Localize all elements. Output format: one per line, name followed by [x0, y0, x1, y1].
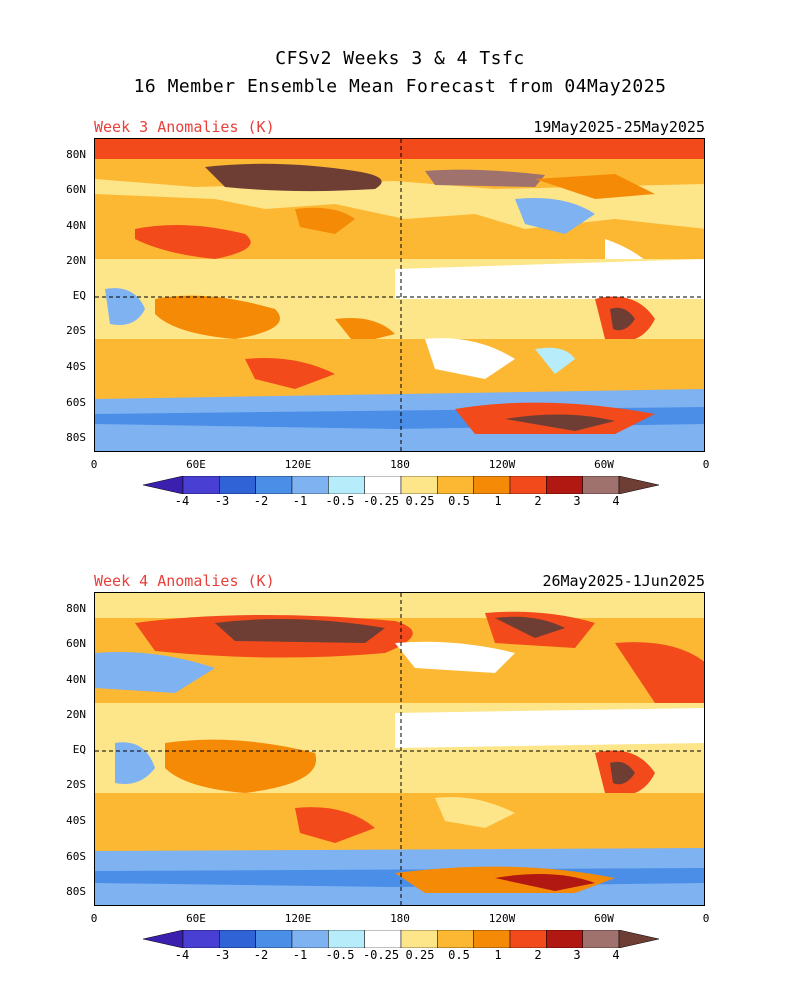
colorbar-swatch [437, 930, 474, 948]
colorbar-tick-label: -2 [253, 494, 269, 508]
week3-map [94, 138, 705, 452]
y-tick-label: 40N [66, 673, 86, 686]
x-tick-label: 120E [284, 458, 312, 471]
colorbar-tick-label: -0.25 [362, 494, 400, 508]
colorbar-swatch [328, 476, 365, 494]
x-tick-label: 0 [702, 912, 710, 925]
colorbar-tick-label: -0.5 [325, 948, 355, 962]
colorbar-tick-label: 4 [612, 494, 620, 508]
colorbar-swatch [182, 930, 220, 948]
x-tick-label: 0 [90, 458, 98, 471]
y-tick-label: 80S [66, 885, 86, 898]
colorbar-swatch [364, 476, 402, 494]
x-tick-label: 120W [488, 458, 516, 471]
colorbar-over-arrow [618, 930, 659, 948]
colorbar-swatch [400, 476, 438, 494]
colorbar-tick-label: 2 [534, 948, 542, 962]
colorbar-swatch [219, 476, 256, 494]
colorbar-swatch [291, 476, 329, 494]
colorbar-tick-label: -1 [292, 494, 308, 508]
colorbar-swatch [437, 476, 474, 494]
y-tick-label: EQ [72, 743, 86, 756]
colorbar-tick-label: 4 [612, 948, 620, 962]
colorbar-swatch [255, 476, 293, 494]
week4-label: Week 4 Anomalies (K) [94, 572, 275, 590]
y-tick-label: 40N [66, 219, 86, 232]
colorbar-swatch [582, 930, 620, 948]
colorbar-swatch [509, 476, 547, 494]
week4-dates: 26May2025-1Jun2025 [542, 572, 705, 590]
week3-colorbar [143, 476, 659, 494]
colorbar-tick-label: -0.25 [362, 948, 400, 962]
week3-dates: 19May2025-25May2025 [533, 118, 705, 136]
colorbar-swatch [328, 930, 365, 948]
colorbar-tick-label: 1 [494, 948, 502, 962]
x-tick-label: 120W [488, 912, 516, 925]
x-tick-label: 0 [702, 458, 710, 471]
colorbar-tick-label: 0.25 [405, 494, 435, 508]
x-tick-label: 60W [594, 912, 614, 925]
y-tick-label: 40S [66, 360, 86, 373]
colorbar-tick-label: 0.25 [405, 948, 435, 962]
colorbar-under-arrow [143, 930, 184, 948]
colorbar-swatch [291, 930, 329, 948]
x-tick-label: 60E [186, 458, 206, 471]
week4-anomaly-field [95, 593, 704, 905]
colorbar-tick-label: 3 [573, 948, 581, 962]
y-tick-label: 60N [66, 637, 86, 650]
y-tick-label: 60S [66, 850, 86, 863]
colorbar-swatch [546, 476, 583, 494]
y-tick-label: 60S [66, 396, 86, 409]
y-tick-label: 20N [66, 254, 86, 267]
colorbar-over-arrow [618, 476, 659, 494]
y-tick-label: 60N [66, 183, 86, 196]
colorbar-tick-label: 3 [573, 494, 581, 508]
chart-title-line-1: CFSv2 Weeks 3 & 4 Tsfc [275, 48, 525, 69]
colorbar-tick-label: -3 [214, 948, 230, 962]
x-tick-label: 180 [390, 912, 410, 925]
y-tick-label: EQ [72, 289, 86, 302]
x-tick-label: 60W [594, 458, 614, 471]
colorbar-swatch [582, 476, 620, 494]
colorbar-swatch [509, 930, 547, 948]
y-tick-label: 20N [66, 708, 86, 721]
week3-anomaly-field [95, 139, 704, 451]
y-tick-label: 80N [66, 602, 86, 615]
colorbar-swatch [473, 930, 511, 948]
colorbar-tick-label: -4 [174, 494, 190, 508]
y-tick-label: 80S [66, 431, 86, 444]
colorbar-swatch [473, 476, 511, 494]
x-tick-label: 60E [186, 912, 206, 925]
y-tick-label: 40S [66, 814, 86, 827]
colorbar-tick-label: -1 [292, 948, 308, 962]
week4-map [94, 592, 705, 906]
colorbar-tick-label: 2 [534, 494, 542, 508]
colorbar-tick-label: 0.5 [448, 494, 470, 508]
colorbar-swatch [182, 476, 220, 494]
colorbar-tick-label: -4 [174, 948, 190, 962]
colorbar-tick-label: 0.5 [448, 948, 470, 962]
colorbar-swatch [400, 930, 438, 948]
colorbar-tick-label: 1 [494, 494, 502, 508]
x-tick-label: 180 [390, 458, 410, 471]
colorbar-under-arrow [143, 476, 184, 494]
y-tick-label: 20S [66, 324, 86, 337]
colorbar-swatch [364, 930, 402, 948]
colorbar-tick-label: -2 [253, 948, 269, 962]
colorbar-tick-label: -0.5 [325, 494, 355, 508]
week4-colorbar [143, 930, 659, 948]
colorbar-swatch [546, 930, 583, 948]
y-tick-label: 80N [66, 148, 86, 161]
x-tick-label: 0 [90, 912, 98, 925]
chart-title-line-2: 16 Member Ensemble Mean Forecast from 04… [133, 76, 667, 97]
x-tick-label: 120E [284, 912, 312, 925]
colorbar-swatch [219, 930, 256, 948]
y-tick-label: 20S [66, 778, 86, 791]
week3-label: Week 3 Anomalies (K) [94, 118, 275, 136]
colorbar-swatch [255, 930, 293, 948]
colorbar-tick-label: -3 [214, 494, 230, 508]
